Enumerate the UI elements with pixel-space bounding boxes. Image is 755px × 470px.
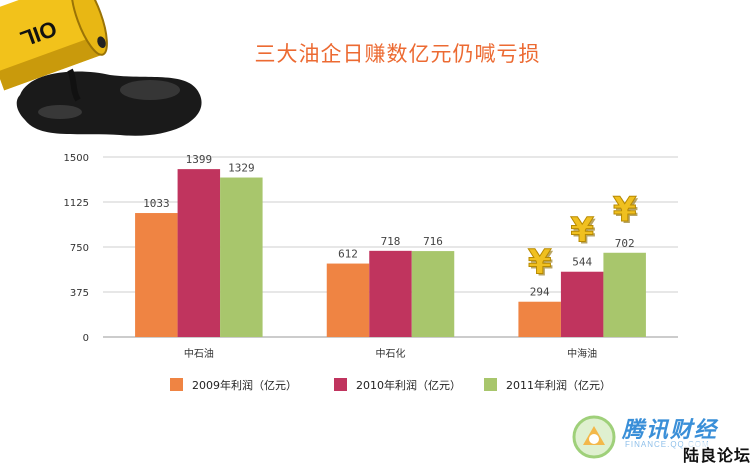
legend-swatch [334,378,347,391]
brand-watermark: 腾讯财经 FINANCE.QQ.COM [567,410,737,466]
bar [326,263,370,337]
brand-name: 腾讯财经 [622,417,719,442]
x-tick-label: 中石化 [376,347,406,360]
yen-shadow: ¥ [572,213,596,253]
data-label: 294 [530,286,550,299]
barrel-spout [97,36,106,49]
oil-spill-shine [120,80,180,100]
data-label: 1329 [228,162,255,175]
y-tick-label: 0 [83,333,89,344]
x-tick-label: 中石油 [184,347,214,360]
legend-label: 2011年利润（亿元） [506,378,611,392]
x-tick-label: 中海油 [567,347,597,360]
data-label: 612 [338,248,358,261]
y-axis-ticks: 0 375 750 1125 1500 [64,153,89,344]
legend: 2009年利润（亿元） 2010年利润（亿元） 2011年利润（亿元） [170,378,611,392]
yen-shadow: ¥ [615,192,639,232]
bar [135,213,178,337]
y-tick-label: 375 [70,288,89,299]
yen-shadow: ¥ [530,245,554,285]
yen-icon: ¥ [528,243,552,283]
bar [177,169,221,337]
data-label: 718 [381,235,401,248]
brand-subtitle: FINANCE.QQ.COM [625,440,710,449]
bar [518,301,561,337]
brand-logo-icon [572,415,616,459]
yen-decorations: ¥¥¥¥ ¥¥ [527,189,639,285]
data-label: 702 [615,237,635,250]
bars [135,169,646,337]
yen-icon: ¥ [613,190,637,230]
data-label: 1399 [186,153,213,166]
yen-icon: ¥ [570,211,594,251]
forum-watermark: 陆良论坛 [682,442,751,466]
barrel-shadow [0,35,103,91]
data-label: 1033 [143,197,170,210]
y-tick-label: 750 [70,243,89,254]
bar [220,177,263,337]
data-labels: 1033 1399 1329 612 718 716 294 544 702 [143,153,635,299]
oil-spill-shine-2 [38,105,82,119]
bar [411,251,455,337]
bar [603,252,646,337]
legend-swatch [170,378,183,391]
y-tick-label: 1500 [64,153,89,164]
oil-stream [67,68,81,102]
x-axis-ticks: 中石油 中石化 中海油 [184,347,597,360]
oil-barrel-illustration: OIL [0,0,202,136]
legend-label: 2010年利润（亿元） [356,378,461,392]
y-tick-label: 1125 [64,198,89,209]
legend-swatch [484,378,497,391]
data-label: 716 [423,235,443,248]
legend-label: 2009年利润（亿元） [192,378,297,392]
bar [369,250,412,337]
bar [560,271,604,337]
page-title: 三大油企日赚数亿元仍喊亏损 [254,42,541,66]
data-label: 544 [572,256,592,269]
barrel-end [70,0,108,56]
